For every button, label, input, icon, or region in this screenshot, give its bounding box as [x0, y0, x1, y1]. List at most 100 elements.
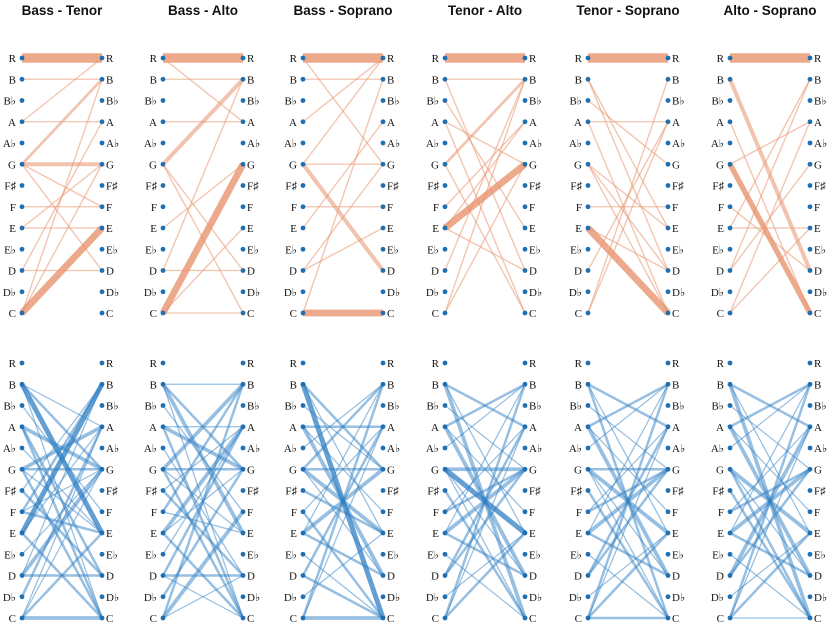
node-dot-left: [585, 424, 591, 430]
node-dot-right: [240, 360, 246, 366]
note-label-right: F♯: [529, 486, 541, 498]
note-label-right: B♭: [106, 401, 119, 413]
note-label-left: A: [8, 117, 16, 129]
node-dot-right: [665, 381, 671, 387]
note-label-right: G: [106, 464, 114, 476]
transition-edge: [302, 227, 384, 272]
transition-edge: [443, 383, 527, 619]
node-dot-left: [300, 289, 306, 295]
node-dot-right: [380, 289, 386, 295]
node-dot-left: [300, 403, 306, 408]
transition-edge: [444, 383, 526, 534]
transition-edge: [21, 163, 103, 314]
note-label-right: E: [814, 223, 821, 235]
node-dot-right: [665, 55, 671, 61]
note-label-right: B: [814, 379, 821, 391]
node-dot-right: [99, 98, 105, 103]
note-label-left: D♭: [3, 592, 16, 604]
node-dot-left: [19, 466, 25, 472]
node-dot-left: [442, 140, 448, 146]
node-dot-right: [99, 424, 105, 430]
note-label-right: A♭: [814, 138, 827, 150]
note-label-left: D♭: [426, 592, 439, 604]
transition-edge: [21, 163, 103, 229]
transition-edge: [302, 531, 384, 577]
note-label-left: C: [575, 308, 582, 320]
note-label-left: C: [150, 308, 157, 320]
note-label-left: B: [290, 379, 297, 391]
note-label-left: D: [149, 266, 157, 278]
node-dot-left: [160, 488, 166, 493]
node-dot-right: [380, 268, 386, 273]
transition-edge: [162, 468, 244, 534]
node-dot-right: [665, 360, 671, 366]
note-label-right: D: [814, 571, 822, 583]
node-dot-left: [585, 76, 591, 82]
node-dot-left: [442, 310, 448, 316]
transition-edge: [729, 78, 811, 271]
note-label-left: D: [716, 266, 724, 278]
node-dot-left: [160, 161, 166, 167]
node-dot-right: [240, 119, 246, 125]
note-label-left: C: [9, 613, 16, 625]
node-dot-left: [19, 594, 25, 600]
note-label-left: D♭: [711, 592, 724, 604]
node-dot-right: [807, 466, 813, 472]
note-label-right: B: [106, 379, 113, 391]
node-dot-left: [300, 509, 306, 515]
transition-edge: [302, 163, 384, 271]
note-label-left: E♭: [712, 549, 724, 561]
note-label-left: D: [431, 266, 439, 278]
note-label-right: D♭: [814, 592, 827, 604]
transition-edge: [728, 383, 812, 619]
node-dot-right: [240, 488, 246, 493]
note-label-right: C: [247, 308, 254, 320]
node-dot-right: [807, 289, 813, 295]
node-dot-left: [19, 119, 25, 125]
note-label-left: B♭: [711, 401, 724, 413]
note-label-left: F: [10, 202, 16, 214]
note-label-left: D♭: [3, 287, 16, 299]
note-label-left: D♭: [284, 592, 297, 604]
note-label-right: F: [247, 507, 253, 519]
node-dot-left: [585, 381, 591, 387]
note-label-right: B: [106, 74, 113, 86]
node-dot-left: [727, 76, 733, 82]
note-label-left: B♭: [711, 96, 724, 108]
note-label-left: E: [290, 223, 297, 235]
node-dot-right: [380, 225, 386, 231]
note-label-right: A♭: [247, 138, 260, 150]
node-dot-left: [19, 225, 25, 231]
node-dot-left: [300, 268, 306, 273]
node-dot-left: [585, 268, 591, 273]
note-label-left: B: [150, 379, 157, 391]
transition-edge: [161, 468, 245, 619]
node-dot-left: [160, 381, 166, 387]
node-dot-left: [585, 161, 591, 167]
note-label-right: F: [387, 507, 393, 519]
node-dot-left: [300, 161, 306, 167]
node-dot-left: [727, 246, 733, 252]
node-dot-right: [522, 225, 528, 231]
transition-edge: [161, 468, 245, 598]
transition-edge: [587, 383, 669, 449]
transition-edge: [444, 383, 526, 428]
node-dot-left: [300, 424, 306, 430]
note-label-right: B♭: [247, 96, 260, 108]
note-label-right: B♭: [814, 401, 827, 413]
node-dot-left: [585, 488, 591, 493]
note-label-right: F: [529, 507, 535, 519]
node-dot-left: [585, 573, 591, 578]
node-dot-left: [442, 424, 448, 430]
transition-edge: [587, 383, 669, 534]
node-dot-right: [240, 268, 246, 273]
transition-edge: [162, 511, 244, 534]
note-label-right: B♭: [247, 401, 260, 413]
note-label-left: F: [151, 202, 157, 214]
note-label-left: A: [149, 117, 157, 129]
note-label-right: A: [672, 422, 680, 434]
panel-top-0: R RB BB♭ B♭A AA♭ A♭G GF♯ F♯F FE EE♭ E♭D DD♭ D♭C C: [3, 53, 119, 320]
note-label-left: E: [717, 223, 724, 235]
node-dot-left: [585, 55, 591, 61]
note-label-right: B: [247, 74, 254, 86]
